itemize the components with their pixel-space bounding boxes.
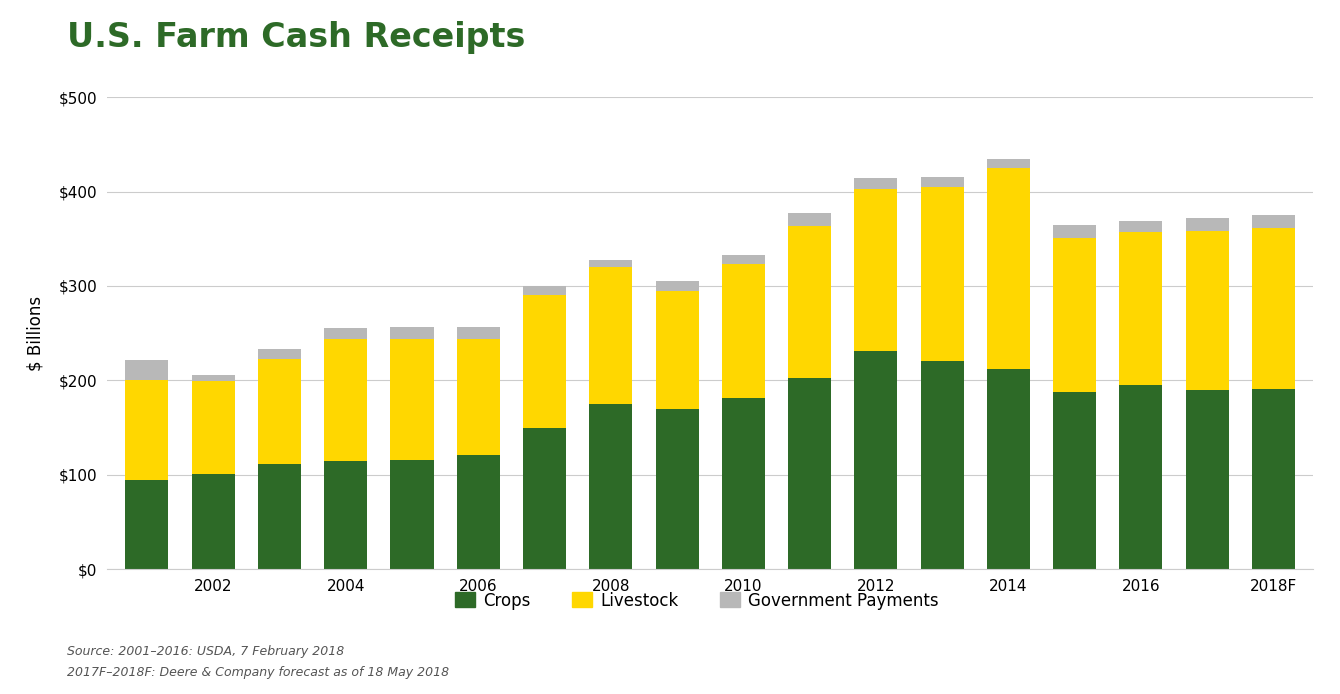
Bar — [192, 474, 234, 569]
Bar — [590, 260, 632, 267]
Bar — [257, 359, 302, 464]
Bar — [921, 178, 963, 187]
Bar — [257, 349, 302, 359]
Bar — [257, 464, 302, 569]
Bar — [1186, 390, 1229, 569]
Bar — [390, 459, 434, 569]
Bar — [457, 455, 500, 569]
Legend: Crops, Livestock, Government Payments: Crops, Livestock, Government Payments — [448, 585, 946, 616]
Bar — [126, 359, 169, 380]
Bar — [1119, 232, 1162, 385]
Bar — [655, 291, 698, 409]
Text: Source: 2001–2016: USDA, 7 February 2018: Source: 2001–2016: USDA, 7 February 2018 — [67, 645, 344, 659]
Bar — [1053, 238, 1096, 391]
Bar — [324, 339, 367, 462]
Bar — [1053, 391, 1096, 569]
Bar — [1252, 389, 1294, 569]
Bar — [986, 160, 1030, 168]
Bar — [855, 178, 898, 189]
Bar — [1186, 218, 1229, 231]
Bar — [855, 189, 898, 351]
Bar — [590, 267, 632, 404]
Bar — [523, 428, 565, 569]
Bar — [788, 213, 831, 226]
Text: U.S. Farm Cash Receipts: U.S. Farm Cash Receipts — [67, 21, 525, 54]
Bar — [986, 168, 1030, 369]
Bar — [457, 328, 500, 339]
Bar — [788, 378, 831, 569]
Bar — [1186, 231, 1229, 390]
Bar — [523, 286, 565, 296]
Bar — [921, 187, 963, 362]
Bar — [788, 226, 831, 378]
Bar — [457, 339, 500, 455]
Bar — [1119, 221, 1162, 232]
Bar — [1252, 228, 1294, 389]
Bar — [986, 369, 1030, 569]
Bar — [390, 328, 434, 339]
Bar — [722, 264, 765, 398]
Bar — [722, 398, 765, 569]
Bar — [655, 281, 698, 291]
Bar — [126, 380, 169, 480]
Bar — [126, 480, 169, 569]
Bar — [1252, 215, 1294, 228]
Bar — [192, 375, 234, 381]
Bar — [390, 339, 434, 459]
Bar — [523, 296, 565, 428]
Bar — [722, 255, 765, 264]
Bar — [921, 362, 963, 569]
Bar — [590, 404, 632, 569]
Bar — [192, 381, 234, 474]
Y-axis label: $ Billions: $ Billions — [27, 296, 44, 371]
Bar — [324, 462, 367, 569]
Bar — [1119, 385, 1162, 569]
Bar — [655, 409, 698, 569]
Bar — [1053, 225, 1096, 238]
Bar — [324, 328, 367, 339]
Text: 2017F–2018F: Deere & Company forecast as of 18 May 2018: 2017F–2018F: Deere & Company forecast as… — [67, 666, 449, 679]
Bar — [855, 351, 898, 569]
